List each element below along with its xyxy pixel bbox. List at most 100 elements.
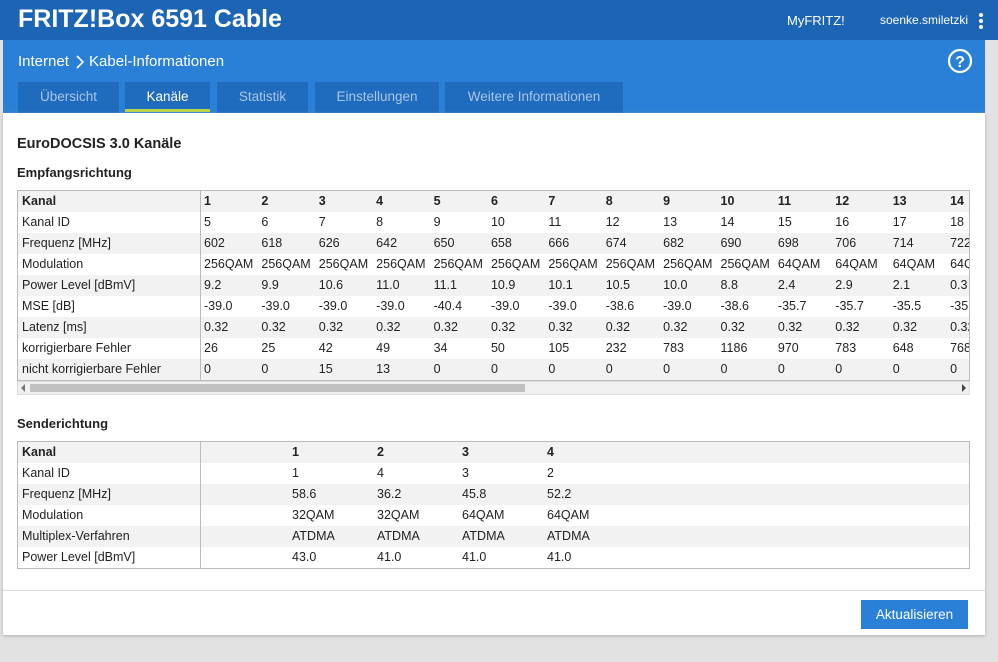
cell: 1 bbox=[292, 466, 299, 480]
cell: 14 bbox=[720, 215, 735, 229]
cell: 52.2 bbox=[547, 487, 572, 501]
upstream-title: Senderichtung bbox=[17, 416, 109, 431]
cell: 706 bbox=[835, 236, 857, 250]
cell: 2 bbox=[377, 445, 384, 459]
cell: 666 bbox=[548, 236, 570, 250]
header-row: Kanal 1 2 3 4 5 6 7 8 9 10 11 12 13 14 bbox=[18, 191, 969, 212]
cell: -39.0 bbox=[204, 299, 233, 313]
cell: 50 bbox=[490, 341, 505, 355]
cell: 8 bbox=[376, 215, 384, 229]
cell: 256QAM bbox=[376, 257, 426, 271]
cell: 64QAM bbox=[547, 508, 590, 522]
cell: 10.9 bbox=[490, 278, 516, 292]
section-title: EuroDOCSIS 3.0 Kanäle bbox=[17, 136, 182, 152]
cell: 10.6 bbox=[318, 278, 344, 292]
table-row: Modulation 32QAM 32QAM 64QAM 64QAM bbox=[18, 505, 969, 526]
myfritz-link[interactable]: MyFRITZ! bbox=[787, 13, 845, 28]
row-label: Kanal bbox=[18, 191, 201, 212]
cell: 642 bbox=[376, 236, 398, 250]
cell: 256QAM bbox=[548, 257, 598, 271]
cell: -35.7 bbox=[777, 299, 807, 313]
breadcrumb[interactable]: Internet bbox=[18, 53, 69, 70]
row-label: Modulation bbox=[18, 254, 201, 275]
row-label: korrigierbare Fehler bbox=[18, 338, 201, 359]
refresh-button[interactable]: Aktualisieren bbox=[861, 600, 968, 629]
cell: 6 bbox=[261, 215, 269, 229]
cell: -39.0 bbox=[261, 299, 290, 313]
cell: 783 bbox=[835, 341, 857, 355]
cell: 26 bbox=[204, 341, 218, 355]
scrollbar[interactable] bbox=[17, 381, 970, 395]
cell: 0 bbox=[204, 362, 211, 376]
cell: -39.0 bbox=[663, 299, 692, 313]
breadcrumb-separator bbox=[76, 55, 85, 69]
table-row: Multiplex-Verfahren ATDMA ATDMA ATDMA ATDMA bbox=[18, 526, 969, 547]
cell: 674 bbox=[605, 236, 627, 250]
cell: 970 bbox=[777, 341, 799, 355]
cell: 9 bbox=[433, 215, 441, 229]
cell: 256QAM bbox=[663, 257, 713, 271]
cell: 6 bbox=[490, 194, 498, 208]
tab[interactable]: Weitere Informationen bbox=[445, 82, 623, 113]
help-icon[interactable]: ? bbox=[947, 48, 973, 74]
row-label: Latenz [ms] bbox=[18, 317, 201, 338]
cell: 5 bbox=[204, 215, 211, 229]
cell: 0 bbox=[663, 362, 671, 376]
tab[interactable]: Einstellungen bbox=[315, 82, 439, 113]
row-label: Modulation bbox=[18, 505, 201, 526]
cell: 256QAM bbox=[433, 257, 483, 271]
cell: 658 bbox=[490, 236, 512, 250]
tab[interactable]: Kanäle bbox=[125, 82, 210, 112]
table-row: Modulation 256QAM 256QAM 256QAM 256QAM 256QAM… bbox=[18, 254, 969, 275]
row-label: Kanal ID bbox=[18, 463, 201, 484]
cell: 4 bbox=[377, 466, 384, 480]
cell: 3 bbox=[462, 466, 469, 480]
cell: 682 bbox=[663, 236, 684, 250]
menu-icon[interactable] bbox=[978, 12, 984, 30]
cell: 11 bbox=[548, 215, 562, 229]
cell: 690 bbox=[720, 236, 742, 250]
row-label: nicht korrigierbare Fehler bbox=[18, 359, 201, 380]
cell: 10.5 bbox=[605, 278, 631, 292]
cell: 0.32 bbox=[318, 320, 344, 334]
cell: 10.1 bbox=[548, 278, 573, 292]
cell: 64QAM bbox=[777, 257, 821, 271]
cell: 2 bbox=[261, 194, 269, 208]
cell: -39.0 bbox=[318, 299, 348, 313]
cell: 42 bbox=[318, 341, 333, 355]
row-label: Power Level [dBmV] bbox=[18, 275, 201, 296]
cell: 0.32 bbox=[720, 320, 745, 334]
cell: 13 bbox=[376, 362, 391, 376]
cell: 0 bbox=[720, 362, 728, 376]
scroll-right[interactable] bbox=[961, 384, 967, 392]
cell: 626 bbox=[318, 236, 340, 250]
row-label: Frequenz [MHz] bbox=[18, 484, 201, 505]
table-row: MSE [dB] -39.0 -39.0 -39.0 -39.0 -40.4 -39.0 -3… bbox=[18, 296, 969, 317]
cell: 650 bbox=[433, 236, 455, 250]
cell: 43.0 bbox=[292, 550, 317, 564]
scroll-left[interactable] bbox=[20, 384, 26, 392]
cell: 11.1 bbox=[433, 278, 457, 292]
cell: 9 bbox=[663, 194, 671, 208]
cell: 0.32 bbox=[950, 320, 969, 334]
tab[interactable]: Übersicht bbox=[18, 82, 119, 113]
scroll-thumb[interactable] bbox=[30, 384, 525, 392]
cell: 0 bbox=[950, 362, 958, 376]
cell: 64QAM bbox=[835, 257, 878, 271]
cell: ATDMA bbox=[377, 529, 420, 543]
cell: -35. bbox=[950, 299, 970, 313]
cell: 0.32 bbox=[605, 320, 631, 334]
table-row: nicht korrigierbare Fehler 0 0 15 13 0 0 0 0 0 0 0 0… bbox=[18, 359, 969, 380]
cell: 783 bbox=[663, 341, 684, 355]
cell: 618 bbox=[261, 236, 283, 250]
row-label: Kanal ID bbox=[18, 212, 201, 233]
cell: -38.6 bbox=[605, 299, 635, 313]
cell: 16 bbox=[835, 215, 850, 229]
cell: 256QAM bbox=[318, 257, 369, 271]
cell: 0 bbox=[892, 362, 900, 376]
downstream-title: Empfangsrichtung bbox=[17, 165, 132, 180]
cell: 0 bbox=[433, 362, 441, 376]
table-row: korrigierbare Fehler 26 25 42 49 34 50 105 232 78… bbox=[18, 338, 969, 359]
tab[interactable]: Statistik bbox=[217, 82, 308, 113]
user-name[interactable]: soenke.smiletzki bbox=[880, 13, 969, 27]
